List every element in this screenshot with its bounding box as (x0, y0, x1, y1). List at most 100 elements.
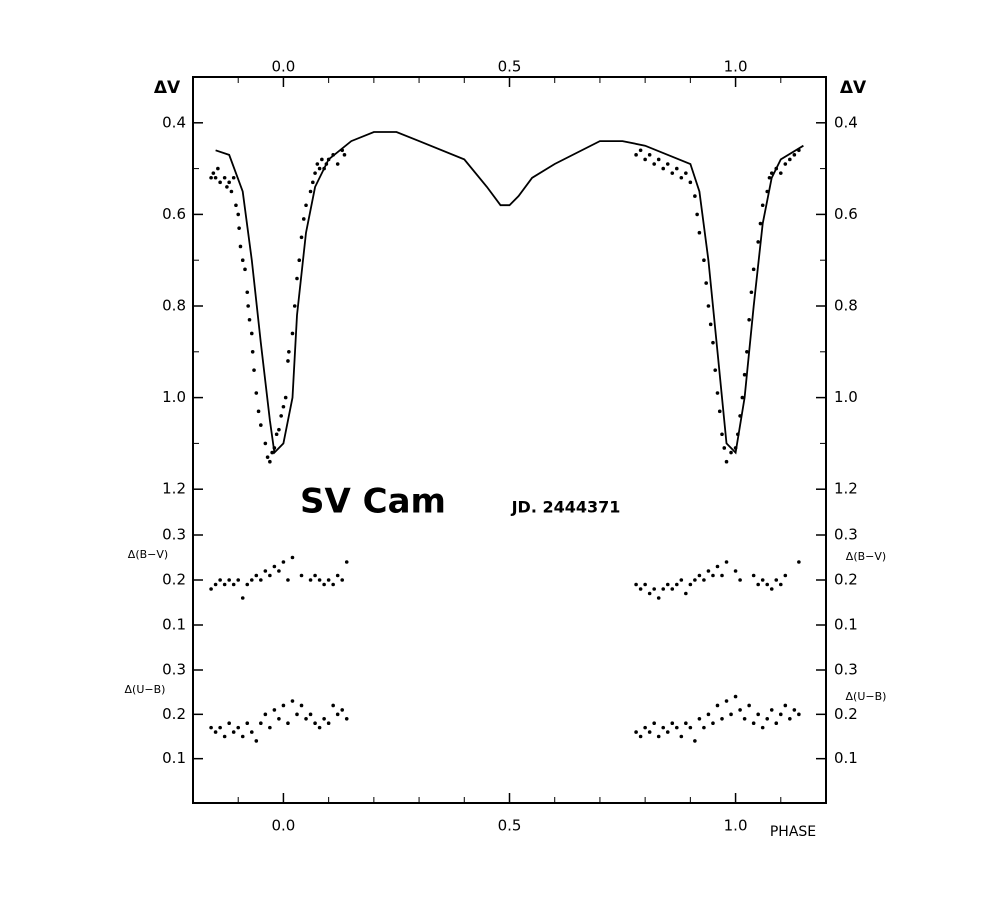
data-point (679, 578, 684, 582)
data-point (638, 148, 643, 153)
data-point (297, 258, 302, 263)
data-point (272, 446, 277, 450)
data-point (326, 721, 331, 725)
data-point (287, 350, 291, 354)
data-point (720, 432, 724, 437)
data-point (335, 573, 340, 578)
data-point (218, 578, 222, 582)
data-point (778, 171, 783, 175)
data-point (751, 721, 756, 725)
data-point (717, 409, 722, 414)
data-point (679, 175, 684, 180)
data-point (322, 582, 326, 587)
y-tick-label-right: 0.1 (834, 616, 858, 634)
data-point (767, 175, 772, 180)
y-axis-label: Δ(B−V) (128, 548, 168, 561)
data-point (679, 734, 684, 739)
data-point (231, 582, 236, 587)
data-point (299, 573, 304, 578)
data-point (738, 708, 742, 712)
y-tick-label-right: 0.3 (834, 661, 858, 679)
data-point (209, 587, 213, 591)
data-point (331, 153, 335, 157)
data-point (227, 180, 231, 185)
data-point (222, 582, 227, 587)
data-point (299, 235, 304, 240)
data-point (706, 569, 711, 573)
data-point (231, 175, 236, 180)
data-point (674, 166, 679, 171)
x-axis-label: PHASE (770, 824, 816, 840)
data-point (344, 716, 349, 721)
data-point (792, 153, 797, 157)
y-tick-label-right: 0.3 (834, 526, 858, 544)
data-point (259, 721, 263, 725)
data-point (304, 716, 308, 721)
chart-subtitle: JD. 2444371 (511, 498, 621, 517)
data-point (216, 166, 220, 171)
data-point (656, 157, 661, 162)
data-point (326, 157, 331, 162)
data-point (308, 189, 313, 194)
data-point (774, 578, 779, 582)
y-tick-label: 0.3 (162, 526, 186, 544)
data-point (245, 721, 250, 725)
data-point (733, 569, 738, 573)
data-point (778, 712, 783, 717)
data-point (277, 569, 281, 573)
data-point (702, 258, 706, 263)
data-point (638, 734, 643, 739)
data-point (774, 166, 779, 171)
y-axis-label-right: Δ(U−B) (846, 690, 887, 703)
y-tick-label: 0.8 (162, 297, 186, 315)
data-point (313, 721, 317, 725)
data-point (308, 712, 313, 717)
model-curve (215, 131, 804, 455)
data-point (702, 578, 706, 582)
data-point (263, 569, 268, 573)
data-point (254, 739, 259, 743)
data-point (263, 712, 268, 717)
data-point (286, 578, 290, 582)
data-point (747, 317, 751, 322)
data-point (295, 276, 299, 281)
data-point (652, 162, 656, 166)
data-point (697, 230, 702, 235)
data-point (213, 730, 218, 734)
data-point (234, 203, 238, 208)
data-point (729, 450, 733, 455)
y-tick-label: 0.1 (162, 749, 186, 767)
data-point (749, 290, 754, 295)
data-point (751, 573, 756, 578)
data-point (697, 573, 702, 578)
data-point (783, 703, 788, 708)
data-point (249, 730, 254, 734)
y-tick-label: 0.1 (162, 616, 186, 634)
data-point (286, 359, 290, 363)
x-tick-label: 0.5 (498, 817, 522, 835)
y-tick-label: 1.2 (162, 480, 186, 498)
data-point (209, 175, 213, 180)
data-point (344, 560, 349, 564)
data-point (729, 712, 733, 717)
data-point (281, 560, 286, 564)
y-tick-label-right: 0.8 (834, 297, 858, 315)
data-point (315, 162, 320, 166)
data-point (765, 716, 770, 721)
data-point (272, 564, 277, 569)
data-point (295, 712, 299, 717)
data-point (747, 703, 751, 708)
data-point (708, 322, 713, 327)
data-point (256, 409, 261, 414)
data-point (706, 712, 711, 717)
data-point (340, 148, 345, 153)
data-point (634, 153, 638, 157)
data-point (313, 573, 317, 578)
data-point (211, 171, 216, 175)
data-point (240, 734, 245, 739)
data-point (292, 304, 297, 308)
data-point (259, 578, 263, 582)
data-point (670, 721, 675, 725)
data-point (324, 162, 329, 166)
